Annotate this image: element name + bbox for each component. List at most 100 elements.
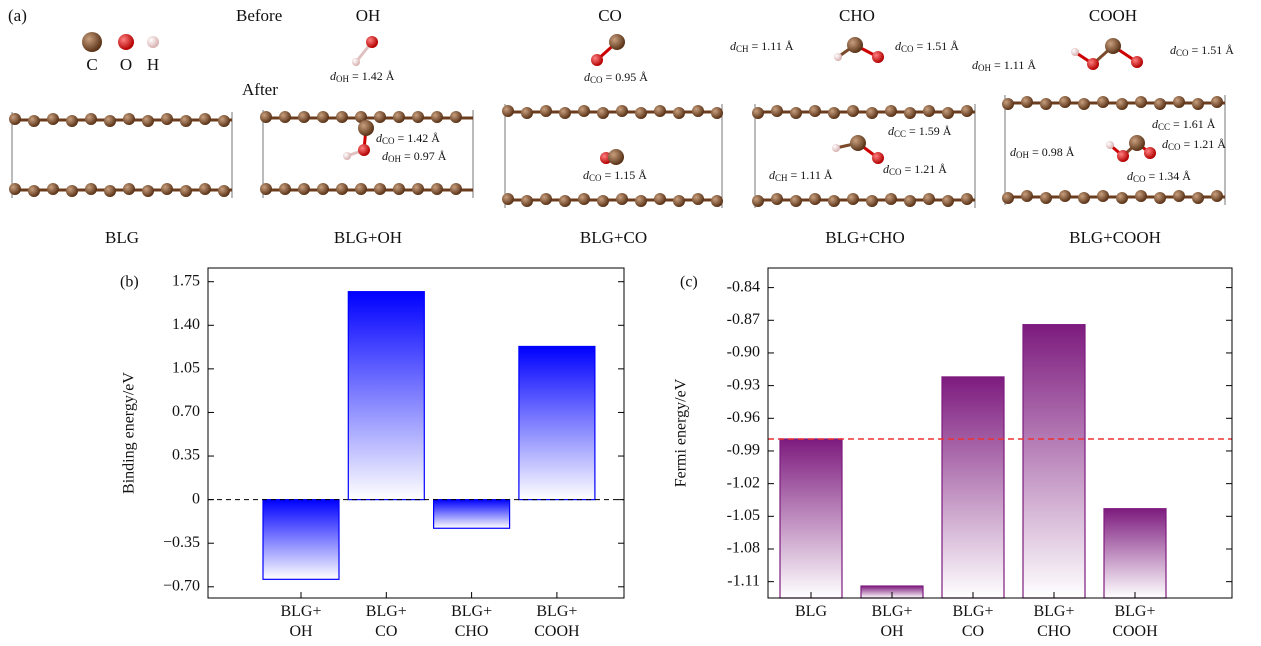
carbon-atom bbox=[866, 107, 878, 119]
length: = 1.34 Å bbox=[1146, 169, 1192, 183]
legend-atom bbox=[118, 34, 134, 50]
subscript: CO bbox=[1176, 48, 1189, 58]
carbon-atom bbox=[1154, 192, 1166, 204]
y-tick-label: 0.70 bbox=[172, 403, 200, 420]
carbon-atom bbox=[9, 183, 21, 195]
atom bbox=[1087, 58, 1099, 70]
atom bbox=[609, 34, 625, 50]
panel-label: (a) bbox=[8, 6, 27, 25]
carbon-atom bbox=[450, 111, 462, 123]
carbon-atom bbox=[885, 193, 897, 205]
length: = 1.42 Å bbox=[349, 69, 395, 83]
atom bbox=[1117, 150, 1129, 162]
carbon-atom bbox=[752, 195, 764, 207]
carbon-atom bbox=[1211, 190, 1223, 202]
bar bbox=[1104, 509, 1166, 598]
carbon-atom bbox=[502, 105, 514, 117]
bond-length: dOH = 1.11 Å bbox=[972, 58, 1036, 73]
length: = 1.21 Å bbox=[902, 162, 948, 176]
atom bbox=[358, 144, 370, 156]
cell-caption: BLG+OH bbox=[334, 228, 402, 247]
carbon-atom bbox=[28, 185, 40, 197]
legend-atom bbox=[147, 36, 159, 48]
carbon-atom bbox=[1173, 96, 1185, 108]
carbon-atom bbox=[85, 113, 97, 125]
bar bbox=[519, 346, 595, 499]
carbon-atom bbox=[1192, 98, 1204, 110]
carbon-atom bbox=[1135, 96, 1147, 108]
legend-label: H bbox=[147, 55, 159, 74]
carbon-atom bbox=[673, 195, 685, 207]
carbon-atom bbox=[885, 105, 897, 117]
length: = 1.51 Å bbox=[914, 39, 960, 53]
x-tick-label: BLG+CO bbox=[366, 603, 407, 640]
carbon-atom bbox=[828, 195, 840, 207]
atom bbox=[1129, 135, 1145, 151]
atom bbox=[608, 149, 624, 165]
bar bbox=[780, 439, 842, 598]
x-tick-label: BLG+CO bbox=[952, 603, 993, 640]
carbon-atom bbox=[1097, 96, 1109, 108]
subscript: OH bbox=[978, 63, 991, 73]
subscript: CH bbox=[775, 173, 788, 183]
carbon-atom bbox=[673, 107, 685, 119]
atom bbox=[1144, 147, 1156, 159]
carbon-atom bbox=[1021, 96, 1033, 108]
bar bbox=[434, 500, 510, 529]
carbon-atom bbox=[828, 107, 840, 119]
carbon-atom bbox=[142, 115, 154, 127]
subscript: CH bbox=[736, 44, 749, 54]
carbon-atom bbox=[336, 183, 348, 195]
atom bbox=[872, 51, 884, 63]
length: = 0.98 Å bbox=[1029, 145, 1075, 159]
panel-label: (c) bbox=[680, 274, 698, 291]
bar bbox=[942, 377, 1004, 598]
carbon-atom bbox=[521, 195, 533, 207]
carbon-atom bbox=[1135, 190, 1147, 202]
subscript: OH bbox=[1016, 150, 1029, 160]
bond-length: dOH = 0.97 Å bbox=[382, 149, 447, 164]
y-tick-label: −0.70 bbox=[163, 577, 200, 594]
bond-length: dOH = 0.98 Å bbox=[1010, 145, 1075, 160]
carbon-atom bbox=[450, 183, 462, 195]
subscript: CO bbox=[901, 44, 914, 54]
cell-caption: BLG bbox=[105, 228, 139, 247]
atom bbox=[352, 58, 360, 66]
carbon-atom bbox=[616, 105, 628, 117]
x-tick-label: BLG+CHO bbox=[1033, 603, 1074, 640]
carbon-atom bbox=[1116, 98, 1128, 110]
carbon-atom bbox=[1173, 190, 1185, 202]
carbon-atom bbox=[66, 185, 78, 197]
bond-length: dCO = 0.95 Å bbox=[584, 70, 648, 85]
carbon-atom bbox=[597, 195, 609, 207]
carbon-atom bbox=[412, 111, 424, 123]
atom bbox=[358, 120, 374, 136]
subscript: CO bbox=[889, 167, 902, 177]
bond-length: dCO = 1.15 Å bbox=[583, 168, 647, 183]
carbon-atom bbox=[635, 107, 647, 119]
length: = 0.95 Å bbox=[603, 70, 649, 84]
carbon-atom bbox=[374, 111, 386, 123]
carbon-atom bbox=[711, 195, 723, 207]
carbon-atom bbox=[559, 195, 571, 207]
carbon-atom bbox=[692, 105, 704, 117]
carbon-atom bbox=[161, 113, 173, 125]
atom bbox=[1071, 48, 1079, 56]
carbon-atom bbox=[790, 107, 802, 119]
y-tick-label: 1.05 bbox=[172, 360, 200, 377]
x-tick-label: BLG+OH bbox=[280, 603, 321, 640]
carbon-atom bbox=[161, 183, 173, 195]
carbon-atom bbox=[199, 183, 211, 195]
carbon-atom bbox=[635, 195, 647, 207]
bar bbox=[348, 292, 424, 500]
carbon-atom bbox=[28, 115, 40, 127]
carbon-atom bbox=[1154, 98, 1166, 110]
carbon-atom bbox=[412, 183, 424, 195]
carbon-atom bbox=[298, 111, 310, 123]
length: = 1.21 Å bbox=[1181, 137, 1227, 151]
subscript: CC bbox=[1158, 122, 1170, 132]
atom bbox=[1105, 38, 1121, 54]
y-tick-label: -0.87 bbox=[727, 311, 760, 328]
length: = 0.97 Å bbox=[401, 149, 447, 163]
carbon-atom bbox=[260, 111, 272, 123]
